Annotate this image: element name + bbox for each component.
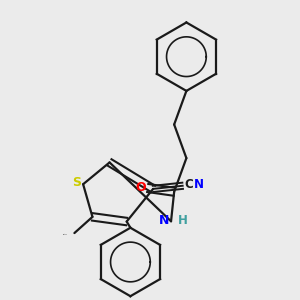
Text: C: C: [184, 178, 193, 191]
Text: O: O: [136, 181, 146, 194]
Text: methyl: methyl: [63, 234, 68, 235]
Text: N: N: [159, 214, 169, 227]
Text: S: S: [72, 176, 81, 189]
Text: H: H: [178, 214, 188, 227]
Text: N: N: [194, 178, 204, 191]
